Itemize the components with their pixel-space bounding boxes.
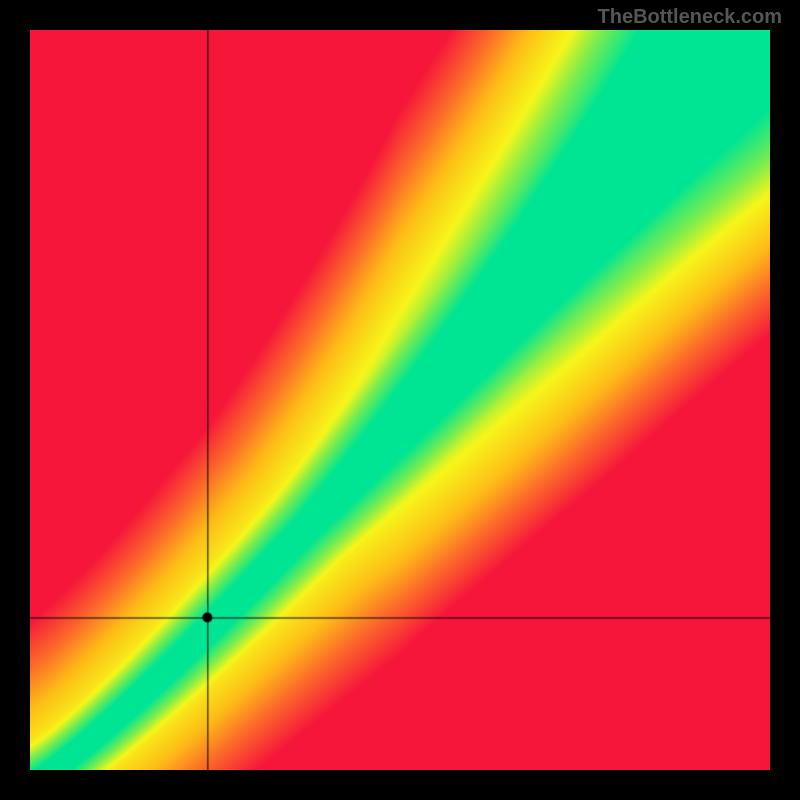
- attribution-label: TheBottleneck.com: [598, 6, 782, 29]
- chart-container: TheBottleneck.com: [0, 0, 800, 800]
- heatmap-plot: [30, 30, 770, 770]
- heatmap-canvas: [30, 30, 770, 770]
